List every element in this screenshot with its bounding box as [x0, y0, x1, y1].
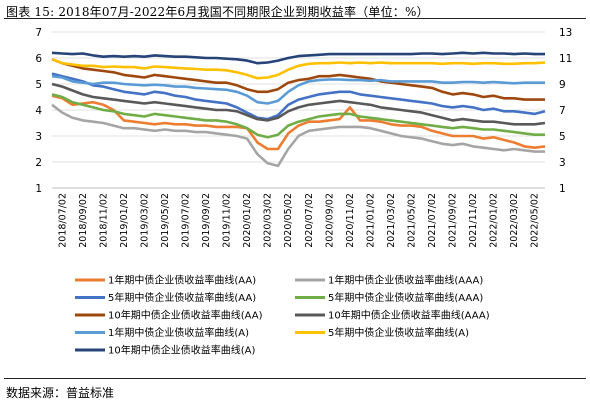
top-rule: [4, 18, 586, 19]
x-tick-label: 2021/01/02: [365, 193, 376, 248]
legend-label: 5年期中债企业债收益率曲线(AA): [108, 291, 256, 304]
x-tick-label: 2020/03/02: [263, 193, 274, 248]
x-axis-ticks: 2018/07/02 2018/09/02 2018/11/02 2019/01/02…: [52, 187, 545, 248]
y-right-tick-label: 11: [559, 53, 572, 65]
series-line: [51, 51, 545, 65]
series-line: [51, 82, 546, 126]
x-tick-label: 2021/03/02: [386, 193, 397, 248]
x-tick-label: 2020/09/02: [324, 193, 335, 248]
x-tick-label: 2020/01/02: [242, 193, 253, 248]
series-line: [51, 58, 545, 101]
y-left-tick-label: 3: [35, 131, 42, 143]
y-right-tick-label: 5: [559, 131, 566, 143]
series-line: [51, 72, 546, 121]
x-tick-label: 2019/03/02: [139, 193, 150, 248]
x-tick-label: 2022/03/02: [509, 193, 520, 248]
legend-label: 5年期中债企业债收益率曲线(A): [328, 326, 469, 339]
x-tick-label: 2019/11/02: [222, 193, 233, 248]
x-tick-label: 2019/07/02: [181, 193, 192, 248]
figure-caption: 图表 15: 2018年07月-2022年6月我国不同期限企业到期收益率（单位：…: [6, 5, 429, 19]
x-tick-label: 2021/07/02: [427, 193, 438, 248]
legend-label: 10年期中债企业债收益率曲线(AA): [108, 309, 263, 322]
y-left-tick-label: 5: [35, 79, 42, 91]
left-y-axis-ticks: 1 2 3 4 5 6 7: [35, 27, 42, 195]
legend-label: 1年期中债企业债收益率曲线(AAA): [328, 274, 483, 287]
x-tick-label: 2019/09/02: [201, 193, 212, 248]
legend-label: 10年期中债企业债收益率曲线(A): [108, 344, 255, 357]
x-tick-label: 2019/05/02: [160, 193, 171, 248]
legend-label: 5年期中债企业债收益率曲线(AAA): [328, 291, 483, 304]
x-tick-label: 2018/07/02: [57, 193, 68, 248]
y-left-tick-label: 2: [35, 157, 42, 169]
x-tick-label: 2018/11/02: [98, 193, 109, 248]
x-tick-label: 2020/11/02: [345, 193, 356, 248]
y-left-tick-label: 4: [35, 105, 42, 117]
series-line: [51, 93, 545, 139]
y-left-tick-label: 7: [35, 27, 42, 39]
y-right-tick-label: 9: [559, 79, 566, 91]
y-right-tick-label: 1: [559, 183, 566, 195]
x-tick-label: 2021/09/02: [448, 193, 459, 248]
x-tick-label: 2020/07/02: [304, 193, 315, 248]
y-right-tick-label: 13: [559, 27, 572, 39]
legend-label: 1年期中债企业债收益率曲线(A): [108, 326, 249, 339]
x-tick-label: 2019/01/02: [119, 193, 130, 248]
series-lines: [51, 51, 546, 168]
series-line: [51, 94, 546, 151]
legend-label: 10年期中债企业债收益率曲线(AAA): [328, 309, 490, 322]
x-tick-label: 2022/01/02: [489, 193, 500, 248]
x-tick-label: 2021/11/02: [468, 193, 479, 248]
y-right-tick-label: 7: [559, 105, 566, 117]
x-tick-label: 2021/05/02: [406, 193, 417, 248]
y-left-tick-label: 1: [35, 183, 42, 195]
data-source: 数据来源：普益标准: [6, 386, 115, 400]
y-right-tick-label: 3: [559, 157, 566, 169]
chart-legend: 1年期中债企业债收益率曲线(AA) 1年期中债企业债收益率曲线(AAA) 5年期中债…: [75, 274, 490, 357]
series-line: [51, 74, 545, 105]
y-left-tick-label: 6: [35, 53, 42, 65]
bottom-rule: [4, 378, 586, 379]
series-line: [51, 58, 546, 80]
legend-label: 1年期中债企业债收益率曲线(AA): [108, 274, 256, 287]
series-line: [51, 103, 545, 168]
x-tick-label: 2022/05/02: [530, 193, 541, 248]
x-tick-label: 2020/05/02: [283, 193, 294, 248]
x-tick-label: 2018/09/02: [78, 193, 89, 248]
